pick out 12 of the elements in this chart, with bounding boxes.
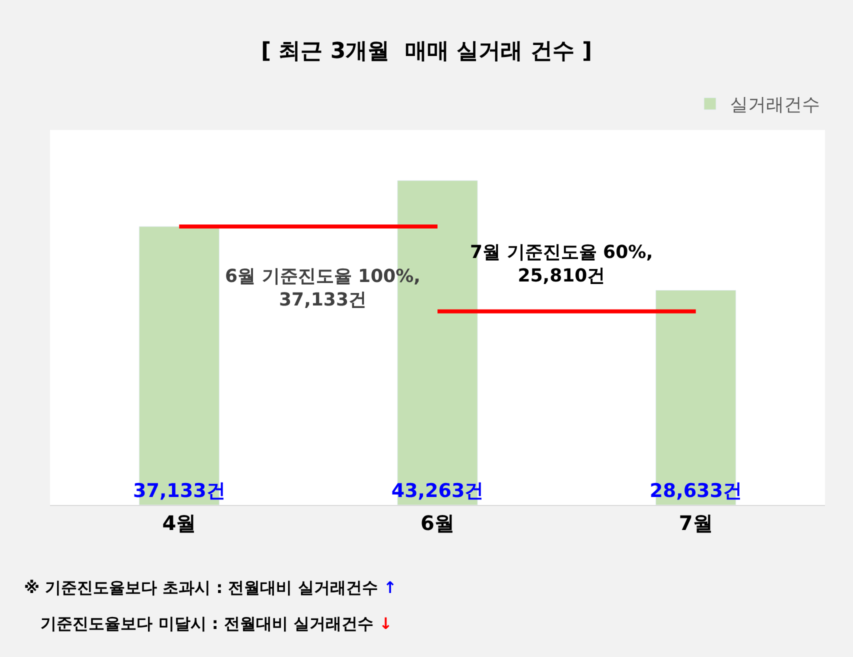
x-tick-label: 4월 [162, 511, 196, 535]
data-label: 28,633건 [650, 480, 742, 502]
x-tick-label: 6월 [420, 511, 454, 535]
legend-label: 실거래건수 [730, 94, 820, 116]
annotation: 6월 기준진도율 100%, 37,133건 [225, 266, 421, 310]
data-label: 37,133건 [133, 480, 226, 502]
data-label: 43,263건 [391, 480, 484, 502]
chart-title: [ 최근 3개월 매매 실거래 건수 ] [260, 39, 592, 64]
text: 기준진도율보다 미달시 : 전월대비 실거래건수 ↓ [24, 614, 392, 633]
annotation: 7월 기준진도율 60%, 25,810건 [470, 242, 653, 286]
text: ※ 기준진도율보다 초과시 : 전월대비 실거래건수 ↑ [24, 578, 397, 597]
x-tick-label: 7월 [678, 511, 713, 535]
